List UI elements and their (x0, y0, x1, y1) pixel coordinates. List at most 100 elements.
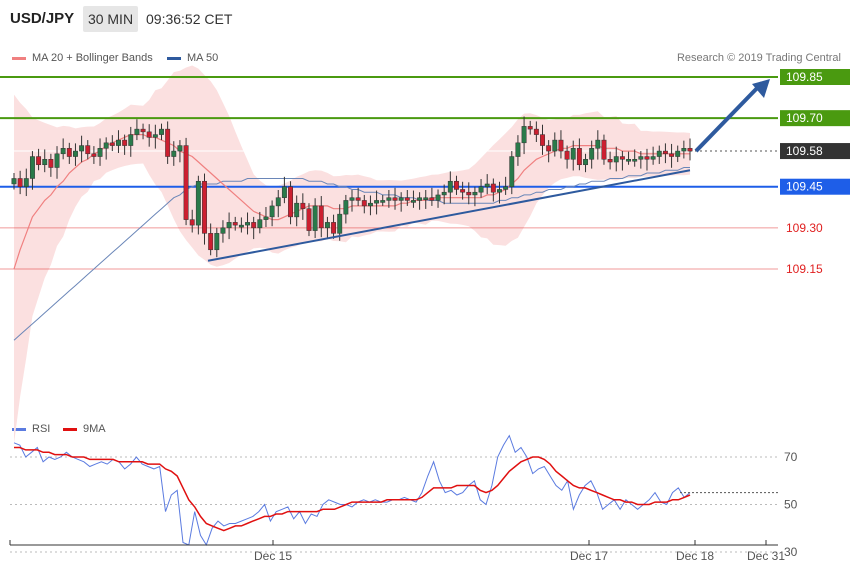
candle-body-75 (472, 191, 478, 196)
candle-body-2 (23, 178, 29, 187)
x-tick-label-3: Dec 31 (747, 549, 785, 563)
support-trendline (207, 169, 691, 262)
candle-body-47 (300, 202, 306, 209)
legend-rsi-label: RSI (32, 423, 51, 435)
candle-body-66 (417, 197, 423, 201)
candle-body-107 (669, 153, 675, 157)
candle-body-80 (503, 186, 509, 190)
candle-body-90 (564, 150, 570, 160)
candle-body-56 (355, 197, 361, 201)
candle-body-103 (644, 156, 650, 160)
candle-body-94 (589, 148, 595, 160)
ma50-line (13, 167, 690, 341)
candle-body-44 (281, 186, 287, 198)
candle-body-22 (146, 131, 152, 138)
candle-body-45 (288, 186, 293, 218)
bollinger-band (14, 65, 690, 444)
legend-9ma-label: 9MA (83, 423, 106, 435)
candle-body-98 (613, 156, 619, 163)
rsi-line (13, 434, 691, 547)
candle-body-13 (91, 153, 97, 157)
candle-body-12 (85, 145, 91, 155)
candle-body-40 (257, 219, 263, 229)
candle-body-59 (374, 200, 380, 204)
candle-body-20 (134, 128, 140, 135)
level-label-box-1 (780, 110, 850, 127)
candle-body-67 (423, 197, 429, 200)
candle-body-38 (245, 222, 250, 226)
candle-body-46 (294, 202, 300, 218)
level-label-5: 109.15 (786, 262, 823, 276)
candle-body-108 (675, 150, 681, 157)
candle-body-84 (527, 126, 533, 130)
candle-body-110 (687, 148, 693, 152)
candle-body-89 (558, 139, 564, 152)
legend-9ma-swatch (63, 427, 77, 431)
candle-body-86 (540, 134, 545, 146)
level-label-3: 109.45 (786, 180, 823, 194)
candle-body-23 (152, 134, 158, 138)
candle-body-58 (367, 202, 373, 207)
candle-body-31 (202, 180, 207, 234)
clock-time: 09:36:52 CET (146, 11, 233, 27)
candle-body-109 (681, 148, 687, 152)
candle-body-104 (650, 156, 656, 160)
legend-9ma: 9MA (63, 423, 106, 435)
candle-body-18 (122, 139, 128, 146)
rsi-ma9-line (14, 446, 691, 532)
candle-body-51 (324, 222, 330, 229)
candle-body-78 (490, 183, 496, 193)
candle-body-15 (103, 142, 109, 149)
candle-body-8 (60, 148, 66, 155)
candle-body-29 (189, 219, 195, 226)
candle-body-81 (509, 156, 515, 187)
candle-body-83 (521, 126, 527, 144)
candle-body-96 (601, 139, 607, 160)
legend-ma50-swatch (167, 56, 181, 60)
candle-body-0 (11, 178, 17, 185)
candle-body-33 (214, 233, 220, 251)
level-label-1: 109.70 (786, 111, 823, 125)
candle-body-7 (54, 153, 60, 168)
candle-body-99 (619, 156, 625, 160)
candle-body-97 (607, 159, 613, 163)
candle-body-73 (460, 189, 466, 193)
level-label-4: 109.30 (786, 221, 823, 235)
level-label-0: 109.85 (786, 70, 823, 84)
candle-body-85 (533, 128, 539, 135)
candle-body-55 (349, 197, 355, 201)
candle-body-87 (546, 145, 552, 152)
candle-body-93 (583, 159, 588, 166)
projection-arrow-shaft (694, 81, 764, 153)
x-tick-label-2: Dec 18 (676, 549, 714, 563)
candle-body-74 (466, 191, 472, 196)
legend-ma50-label: MA 50 (187, 52, 219, 64)
candle-body-61 (386, 197, 392, 201)
timeframe-button[interactable]: 30 MIN (83, 6, 138, 32)
candle-body-79 (497, 189, 502, 193)
candle-body-68 (429, 197, 435, 201)
candle-body-5 (42, 159, 48, 166)
candle-body-82 (515, 142, 521, 157)
candle-body-39 (251, 222, 257, 229)
candle-body-101 (632, 159, 638, 162)
level-label-box-3 (780, 178, 850, 195)
candle-body-25 (165, 128, 171, 157)
candle-body-60 (380, 200, 386, 203)
projection-arrow-head (752, 79, 770, 98)
level-label-box-0 (780, 69, 850, 85)
candle-body-30 (195, 180, 201, 226)
candle-body-71 (447, 180, 453, 193)
candle-body-54 (343, 200, 349, 215)
rsi-tick-2: 30 (784, 545, 798, 559)
legend-ma50: MA 50 (167, 52, 218, 64)
candle-body-50 (318, 205, 324, 229)
candle-body-49 (312, 205, 318, 231)
x-tick-label-1: Dec 17 (570, 549, 608, 563)
candle-body-102 (638, 156, 644, 160)
candle-body-6 (48, 159, 54, 168)
candle-body-63 (398, 197, 404, 201)
candle-body-34 (220, 227, 226, 234)
candle-body-37 (238, 224, 244, 228)
